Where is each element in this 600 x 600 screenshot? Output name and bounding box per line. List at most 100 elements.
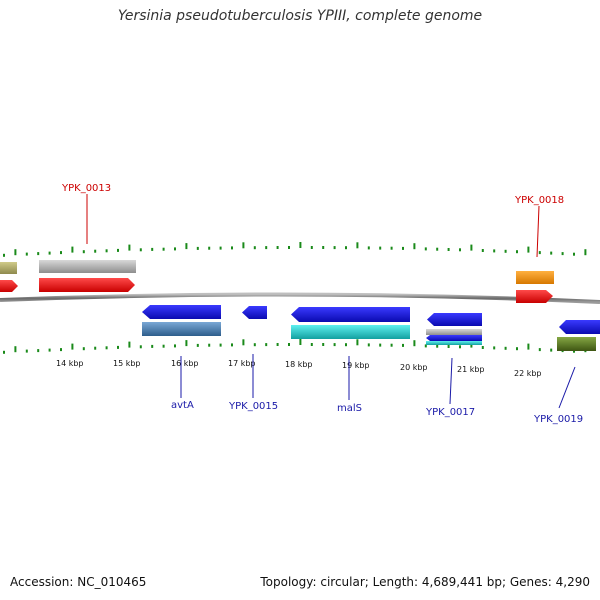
gene-feature-cyan-malS	[291, 325, 410, 339]
minor-tick	[82, 347, 85, 351]
minor-tick	[3, 350, 5, 354]
major-tick	[128, 244, 131, 251]
genome-title: Yersinia pseudotuberculosis YPIII, compl…	[117, 8, 483, 24]
minor-tick	[493, 249, 496, 253]
scale-label: 19 kbp	[342, 361, 370, 370]
leader-line-0018	[536, 205, 540, 258]
minor-tick	[516, 347, 518, 351]
minor-tick	[25, 252, 28, 256]
gene-arrow-blue-avtA	[142, 305, 221, 319]
minor-tick	[424, 344, 427, 348]
gene-feature-gray-0013	[39, 260, 136, 273]
major-tick	[584, 249, 587, 256]
scale-label: 21 kbp	[457, 365, 485, 374]
minor-tick	[105, 346, 108, 350]
scale-label: 15 kbp	[113, 359, 141, 368]
gene-feature-cyan-0017	[426, 341, 482, 345]
minor-tick	[151, 247, 154, 251]
minor-tick	[265, 246, 268, 250]
minor-tick	[219, 343, 222, 347]
minor-tick	[231, 343, 233, 347]
gene-arrow-blue-0015	[242, 306, 267, 319]
minor-tick	[390, 246, 393, 250]
gene-label-YPK_0015: YPK_0015	[228, 401, 278, 412]
gene-label-YPK_0019: YPK_0019	[533, 414, 583, 425]
forward-strand-features	[0, 260, 554, 303]
minor-tick	[561, 252, 564, 256]
minor-tick	[288, 246, 290, 249]
gene-feature-orange-0018	[516, 271, 554, 284]
major-tick	[299, 242, 302, 248]
minor-tick	[573, 349, 575, 353]
minor-tick	[550, 251, 553, 255]
topology-text: Topology: circular; Length: 4,689,441 bp…	[260, 575, 590, 589]
minor-tick	[310, 246, 313, 249]
major-tick	[527, 343, 530, 350]
major-tick	[185, 243, 188, 250]
scale-label: 17 kbp	[228, 359, 256, 368]
scale-label: 18 kbp	[285, 360, 313, 369]
major-tick	[14, 249, 17, 256]
minor-tick	[459, 248, 461, 252]
minor-tick	[162, 344, 165, 348]
minor-tick	[196, 246, 199, 250]
minor-tick	[481, 346, 484, 349]
minor-tick	[424, 247, 427, 251]
major-tick	[71, 246, 74, 253]
minor-tick	[345, 246, 347, 250]
minor-tick	[402, 246, 404, 250]
minor-tick	[436, 344, 439, 348]
minor-tick	[94, 346, 97, 350]
minor-tick	[231, 246, 233, 250]
major-tick	[242, 242, 245, 249]
minor-tick	[276, 343, 279, 346]
label-leaders	[86, 194, 576, 409]
gene-arrow-blue-0019	[559, 320, 600, 334]
minor-tick	[117, 345, 119, 349]
gene-feature-steel-avtA	[142, 322, 221, 336]
gene-label-avtA: avtA	[171, 400, 194, 411]
minor-tick	[367, 246, 370, 250]
reverse-strand-features	[142, 305, 600, 351]
major-tick	[356, 339, 359, 346]
major-tick	[470, 244, 473, 251]
gene-label-YPK_0017: YPK_0017	[425, 407, 475, 418]
scale-label: 16 kbp	[171, 359, 199, 368]
minor-tick	[139, 345, 142, 349]
minor-tick	[550, 348, 553, 352]
genome-backbone	[0, 292, 600, 304]
major-tick	[128, 341, 131, 348]
minor-tick	[151, 344, 154, 348]
minor-tick	[481, 249, 484, 252]
gene-arrow-red-left	[0, 280, 18, 292]
minor-tick	[162, 247, 165, 251]
minor-tick	[48, 348, 51, 352]
minor-tick	[60, 348, 62, 352]
minor-tick	[174, 247, 176, 251]
minor-tick	[504, 346, 507, 350]
minor-tick	[538, 251, 541, 255]
major-tick	[14, 346, 17, 353]
major-tick	[413, 243, 416, 250]
minor-tick	[345, 343, 347, 347]
minor-tick	[516, 250, 518, 254]
major-tick	[71, 343, 74, 350]
minor-tick	[208, 246, 211, 250]
minor-tick	[94, 249, 97, 253]
gene-arrow-blue-0017	[427, 313, 482, 326]
minor-tick	[208, 343, 211, 347]
minor-tick	[117, 248, 119, 252]
minor-tick	[402, 343, 404, 347]
leader-line-0019	[558, 366, 576, 409]
inner-tick-row	[3, 339, 587, 354]
minor-tick	[139, 248, 142, 252]
gene-label-YPK_0013: YPK_0013	[61, 183, 111, 194]
minor-tick	[379, 343, 382, 347]
scale-label: 22 kbp	[514, 369, 542, 378]
minor-tick	[538, 348, 541, 352]
major-tick	[413, 340, 416, 347]
gene-arrow-red-0018	[516, 290, 553, 303]
major-tick	[299, 339, 302, 345]
minor-tick	[333, 246, 336, 250]
major-tick	[185, 340, 188, 347]
